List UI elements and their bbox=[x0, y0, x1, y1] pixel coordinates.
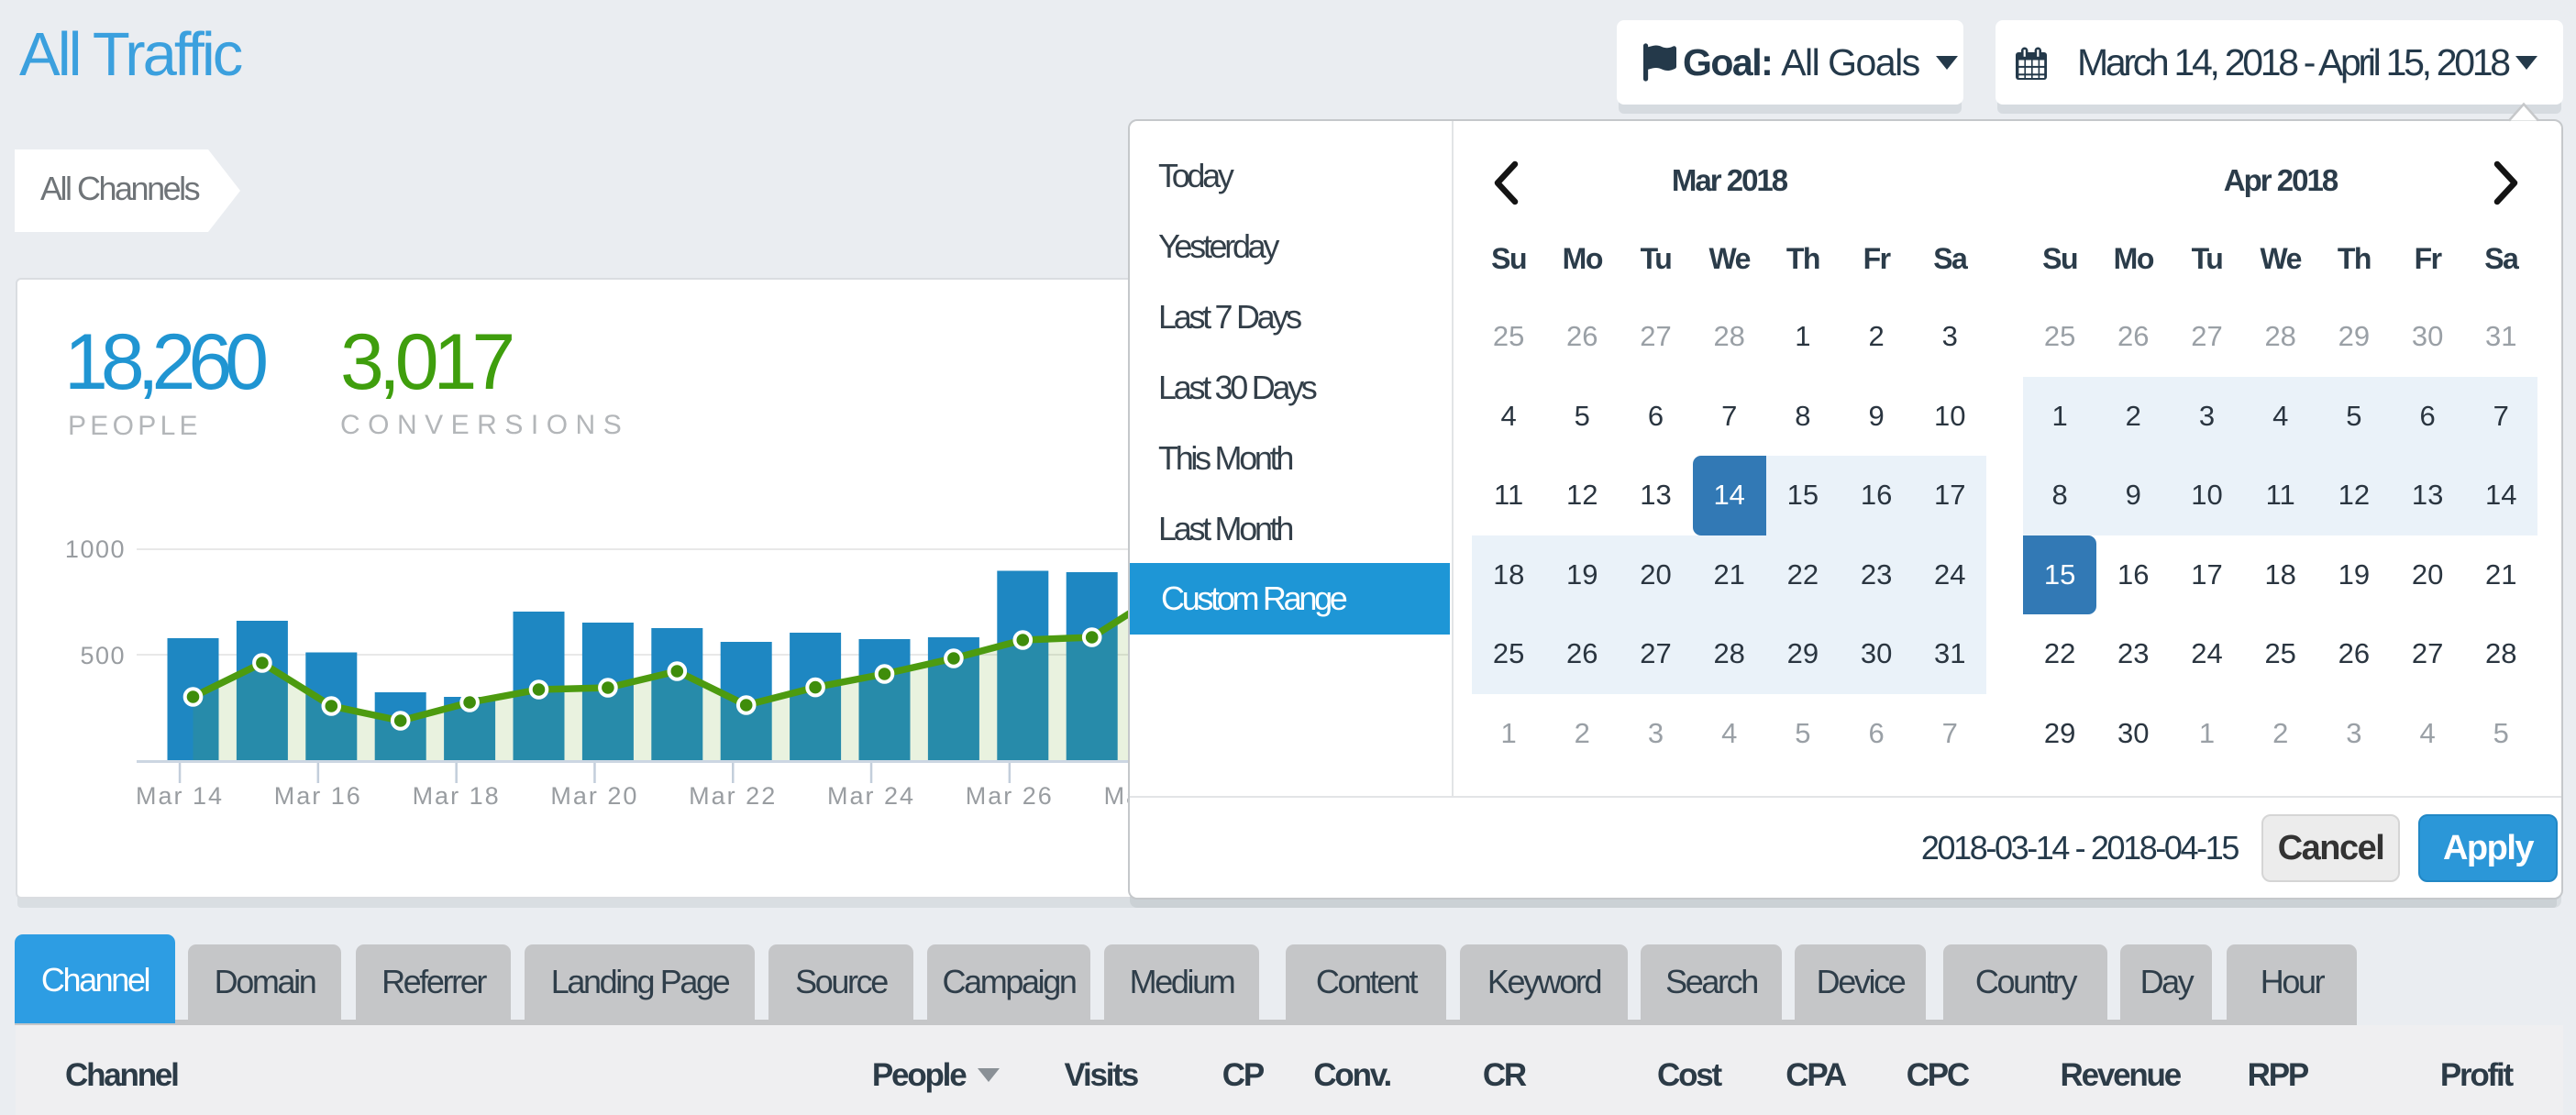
svg-text:Mar 24: Mar 24 bbox=[827, 782, 915, 810]
svg-text:Mar 20: Mar 20 bbox=[550, 782, 638, 810]
svg-text:Mar 16: Mar 16 bbox=[274, 782, 362, 810]
svg-text:1000: 1000 bbox=[65, 535, 126, 563]
svg-text:500: 500 bbox=[80, 642, 126, 669]
svg-text:Mar 26: Mar 26 bbox=[966, 782, 1054, 810]
svg-text:Mar 14: Mar 14 bbox=[136, 782, 224, 810]
svg-text:Mar 18: Mar 18 bbox=[413, 782, 501, 810]
svg-text:Mar 22: Mar 22 bbox=[689, 782, 777, 810]
